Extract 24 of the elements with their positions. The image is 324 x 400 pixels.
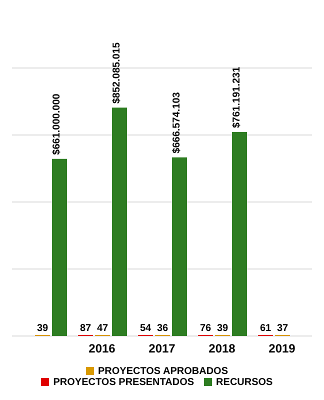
data-label: 37 <box>276 323 288 334</box>
legend-label: PROYECTOS APROBADOS <box>98 366 228 377</box>
bar <box>232 132 247 336</box>
x-tick-label: 2016 <box>88 342 116 356</box>
bar <box>112 108 127 336</box>
bar <box>52 158 67 336</box>
data-label: $761.191.231 <box>232 66 242 128</box>
data-label: 39 <box>216 323 228 334</box>
data-label: $852.085.015 <box>112 42 122 104</box>
data-label: $661.000.000 <box>52 93 62 155</box>
data-label: 54 <box>140 323 152 334</box>
legend-label: RECURSOS <box>216 377 273 388</box>
data-label: $666.574.103 <box>172 92 182 154</box>
x-tick-label: 2017 <box>148 342 176 356</box>
data-label: 87 <box>80 323 92 334</box>
data-label: 61 <box>260 323 272 334</box>
x-tick-label: 2018 <box>208 342 236 356</box>
x-tick-label: 2019 <box>268 342 296 356</box>
data-label: 36 <box>156 323 168 334</box>
bar <box>172 157 187 336</box>
data-label: 39 <box>36 323 48 334</box>
data-label: 47 <box>96 323 108 334</box>
legend-label: PROYECTOS PRESENTADOS <box>53 377 194 388</box>
data-label: 76 <box>200 323 212 334</box>
